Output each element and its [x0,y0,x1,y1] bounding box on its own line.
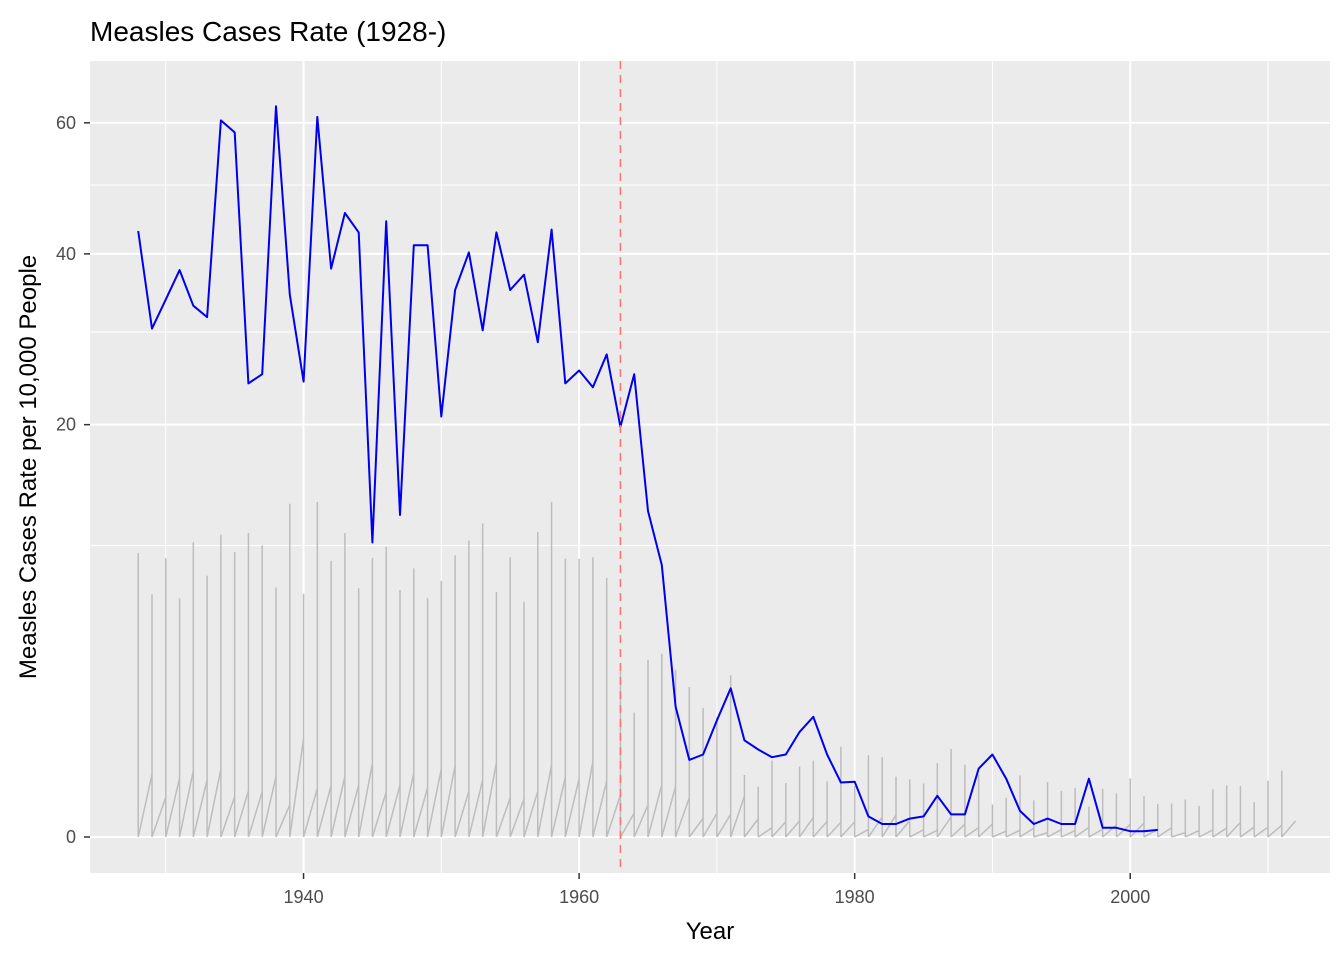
y-axis-title: Measles Cases Rate per 10,000 People [15,255,42,679]
background-line [302,593,319,838]
background-line [605,577,622,838]
background-line [798,766,814,838]
background-line [1129,778,1145,838]
background-line [977,774,993,838]
background-line [289,503,305,838]
background-line [1033,800,1048,838]
y-tick-label: 60 [56,113,76,133]
background-line [1239,785,1255,838]
background-line [316,501,332,838]
background-line [192,542,208,838]
background-line [729,675,746,838]
background-line [661,653,677,838]
background-line [1157,803,1172,838]
background-line [633,712,649,838]
background-line [550,501,567,838]
background-line [688,687,704,838]
background-line [481,523,498,838]
x-tick-label: 2000 [1110,887,1150,907]
background-line [178,598,195,838]
background-line [523,601,539,838]
background-line [330,560,346,838]
background-line [399,590,415,838]
background-line [564,558,580,838]
y-axis-ticks: 0 20 40 60 [56,113,90,847]
background-line [936,762,952,838]
background-line [454,555,470,838]
background-line [413,568,429,838]
background-line [950,749,966,838]
background-line [757,786,773,838]
background-line [771,760,787,838]
background-line [1088,806,1104,838]
background-line [357,588,374,838]
background-line [840,746,856,838]
series-layer [137,105,1158,833]
x-tick-label: 1960 [559,887,599,907]
background-line [812,760,828,838]
x-axis-title: Year [686,918,735,945]
background-line [716,717,732,838]
grid-lines [90,61,1330,873]
background-line [964,764,980,838]
y-tick-label: 0 [66,827,76,847]
background-line [1198,805,1214,838]
background-line [895,776,911,838]
background-line [578,558,594,838]
series-line [137,105,1158,833]
background-line [1019,775,1035,838]
background-line [509,557,525,838]
background-line [1212,789,1228,838]
background-line [702,707,718,838]
background-line [1046,782,1062,838]
background-line [1115,793,1131,838]
background-line [853,785,869,838]
background-line [275,587,291,838]
background-line [371,557,387,838]
background-line [1005,797,1021,838]
background-line [137,553,153,838]
background-line [261,545,277,838]
background-line [867,755,883,838]
background-line [1267,780,1283,838]
background-line [537,532,553,838]
background-line [647,659,663,838]
x-tick-label: 1980 [835,887,875,907]
background-line [1060,790,1076,838]
background-line [206,575,222,838]
background-line [165,558,181,838]
background-grey-lines [137,501,1297,838]
background-line [1253,802,1269,838]
background-line [909,779,924,838]
background-line [1074,787,1090,838]
background-line [1281,770,1297,838]
background-line [426,598,443,838]
background-line [220,534,236,838]
background-line [247,533,263,838]
background-line [991,804,1007,838]
background-line [1170,803,1186,838]
background-line [826,781,842,838]
background-line [1184,799,1200,838]
background-line [233,552,250,838]
background-line [344,533,360,838]
background-line [785,782,801,838]
x-axis-ticks: 1940 1960 1980 2000 [284,873,1150,907]
x-tick-label: 1940 [284,887,324,907]
background-line [495,592,511,838]
background-line [440,580,456,838]
background-line [151,594,167,838]
y-tick-label: 40 [56,244,76,264]
background-line [468,540,484,838]
background-line [592,557,608,838]
background-line [922,783,938,838]
background-line [385,546,401,838]
chart-title: Measles Cases Rate (1928-) [90,16,446,47]
y-tick-label: 20 [56,415,76,435]
background-line [743,774,759,838]
background-line [1225,785,1241,838]
